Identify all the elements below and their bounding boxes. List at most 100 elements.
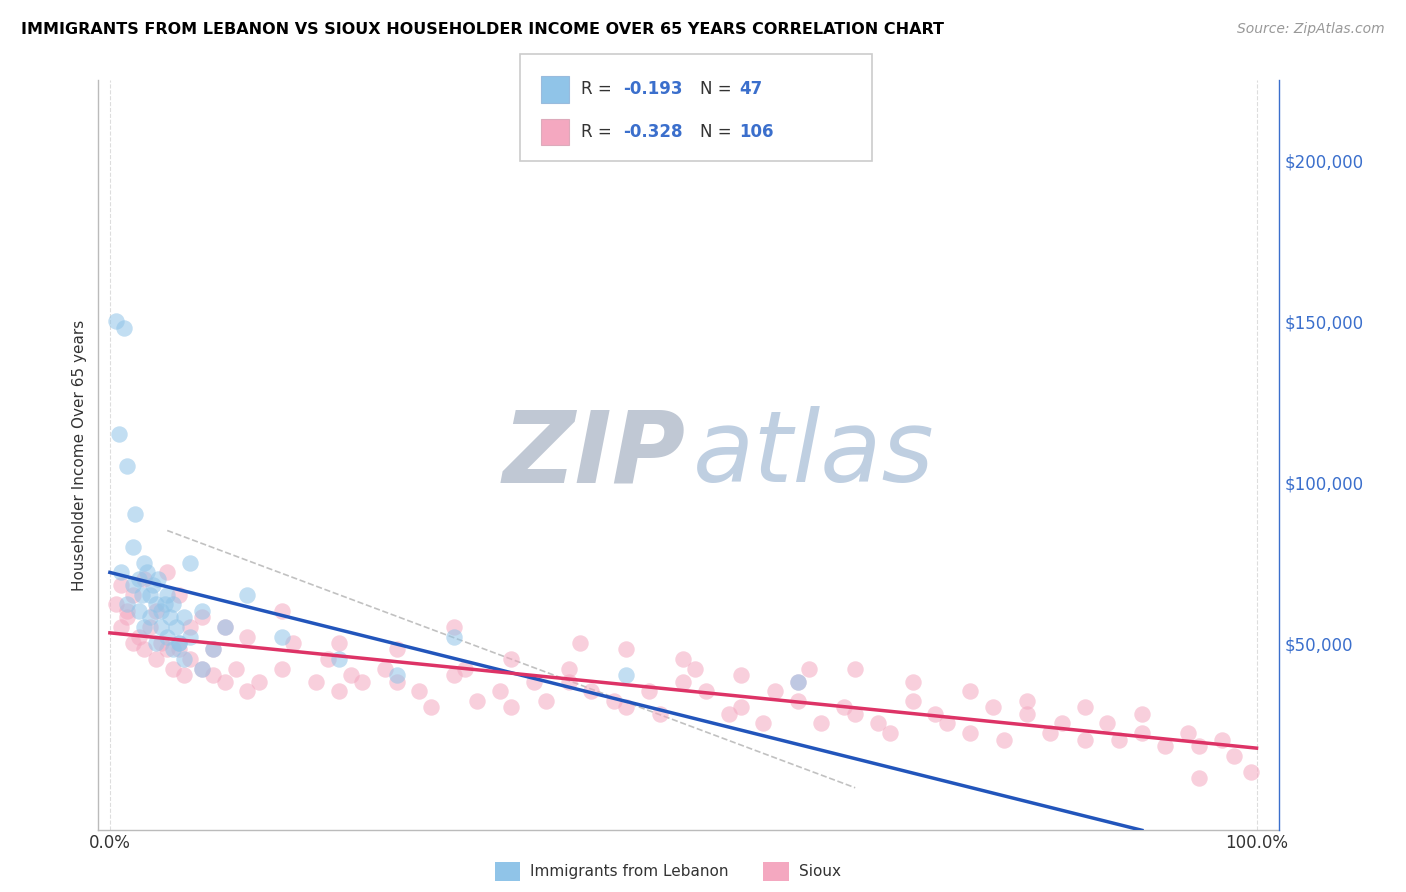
Point (121, 540, 143, 554)
Point (150, 620, 173, 634)
Text: IMMIGRANTS FROM LEBANON VS SIOUX HOUSEHOLDER INCOME OVER 65 YEARS CORRELATION CH: IMMIGRANTS FROM LEBANON VS SIOUX HOUSEHO… (21, 22, 943, 37)
Point (162, 642, 184, 657)
Point (190, 610, 212, 624)
Point (557, 662, 579, 676)
Point (672, 652, 695, 666)
Point (614, 700, 637, 714)
Point (179, 556, 201, 570)
Point (328, 652, 350, 666)
Point (115, 604, 138, 618)
Point (385, 668, 408, 682)
Point (868, 716, 890, 731)
Point (1153, 739, 1175, 753)
Point (763, 684, 786, 698)
Point (110, 566, 132, 580)
Point (179, 620, 201, 634)
Point (465, 694, 488, 708)
Point (786, 694, 808, 708)
Point (134, 572, 156, 586)
Point (328, 636, 350, 650)
Point (128, 572, 150, 586)
Point (236, 630, 259, 644)
Point (236, 588, 259, 602)
Point (1039, 726, 1062, 740)
Point (134, 642, 156, 657)
Point (150, 604, 173, 618)
Point (146, 572, 169, 586)
Point (167, 636, 190, 650)
Point (108, 427, 131, 442)
Point (1130, 706, 1153, 721)
Point (115, 459, 138, 474)
Point (683, 662, 706, 676)
Point (167, 636, 190, 650)
Text: R =: R = (581, 80, 617, 98)
Point (145, 598, 167, 612)
Point (134, 620, 156, 634)
Text: 106: 106 (740, 123, 775, 141)
Point (1211, 732, 1233, 747)
Point (959, 684, 981, 698)
Point (162, 662, 184, 676)
Point (1097, 716, 1119, 731)
Point (786, 674, 808, 689)
Point (190, 604, 212, 618)
Point (581, 684, 603, 698)
Point (316, 652, 339, 666)
Point (173, 652, 195, 666)
Point (385, 674, 408, 689)
Point (202, 642, 225, 657)
Point (225, 662, 247, 676)
Point (156, 642, 179, 657)
Point (374, 662, 396, 676)
Point (112, 321, 135, 335)
Point (156, 588, 179, 602)
Point (139, 588, 162, 602)
Point (179, 630, 201, 644)
Point (328, 684, 350, 698)
Point (139, 620, 162, 634)
Point (159, 610, 181, 624)
Point (270, 630, 292, 644)
Point (959, 726, 981, 740)
Text: atlas: atlas (693, 407, 934, 503)
Point (901, 694, 924, 708)
Point (305, 674, 328, 689)
Point (844, 662, 866, 676)
Point (131, 588, 153, 602)
Point (135, 566, 157, 580)
Point (214, 620, 236, 634)
Point (443, 620, 465, 634)
Point (1017, 706, 1039, 721)
Point (214, 620, 236, 634)
Point (844, 706, 866, 721)
Text: Immigrants from Lebanon: Immigrants from Lebanon (530, 864, 728, 879)
Point (104, 598, 127, 612)
Point (901, 674, 924, 689)
Point (786, 674, 808, 689)
Point (153, 598, 176, 612)
Point (1130, 726, 1153, 740)
Point (488, 684, 510, 698)
Point (115, 610, 138, 624)
Point (730, 700, 752, 714)
Point (110, 578, 132, 592)
Point (1050, 716, 1073, 731)
Point (443, 630, 465, 644)
Point (614, 642, 637, 657)
Point (165, 620, 187, 634)
Point (614, 668, 637, 682)
Point (190, 662, 212, 676)
Point (637, 684, 659, 698)
Point (501, 652, 523, 666)
Point (408, 684, 430, 698)
Text: 47: 47 (740, 80, 763, 98)
Point (179, 652, 201, 666)
Point (1240, 764, 1263, 779)
Point (121, 636, 143, 650)
Point (128, 604, 150, 618)
Point (993, 732, 1015, 747)
Point (121, 578, 143, 592)
Point (145, 652, 167, 666)
Point (150, 636, 173, 650)
